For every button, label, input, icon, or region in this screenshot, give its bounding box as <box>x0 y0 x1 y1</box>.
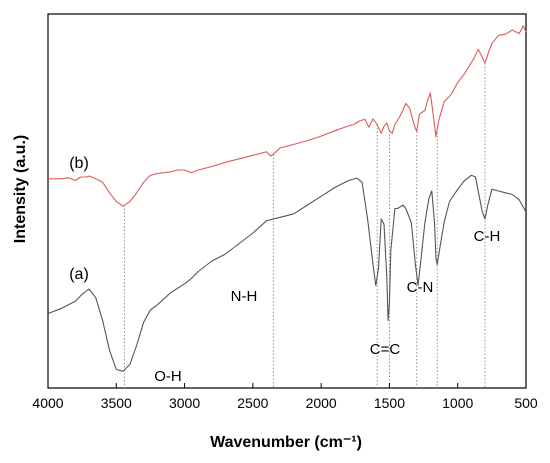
x-tick-label: 500 <box>514 395 538 411</box>
annotation-layer: O-H N-H C=C C-N C-H <box>154 228 500 385</box>
annotation-o-h: O-H <box>154 368 182 385</box>
x-tick-label: 3000 <box>169 395 200 411</box>
x-tick-label: 1000 <box>442 395 473 411</box>
y-axis-title: Intensity (a.u.) <box>12 135 29 243</box>
series-tag-a: (a) <box>69 266 89 283</box>
x-tick-label: 2500 <box>237 395 268 411</box>
series-layer <box>47 25 527 372</box>
annotation-c-h: C-H <box>474 228 501 245</box>
series-tag-b: (b) <box>69 155 89 172</box>
annotation-c-n: C-N <box>407 279 434 296</box>
x-tick-label: 3500 <box>101 395 132 411</box>
drop-lines <box>124 63 486 388</box>
x-axis-title: Wavenumber (cm⁻¹) <box>210 434 362 451</box>
series-line-a <box>47 174 527 372</box>
plot-border <box>47 13 527 389</box>
plot-frame <box>47 13 527 389</box>
series-tags: (a) (b) <box>69 155 89 283</box>
series-line-b <box>48 25 527 207</box>
x-axis-ticks: 4000 3500 3000 2500 2000 1500 1000 500 <box>32 383 538 411</box>
x-tick-label: 1500 <box>374 395 405 411</box>
annotation-ceqc: C=C <box>370 341 401 358</box>
x-tick-label: 4000 <box>32 395 63 411</box>
x-tick-label: 2000 <box>306 395 337 411</box>
annotation-n-h: N-H <box>231 288 258 305</box>
